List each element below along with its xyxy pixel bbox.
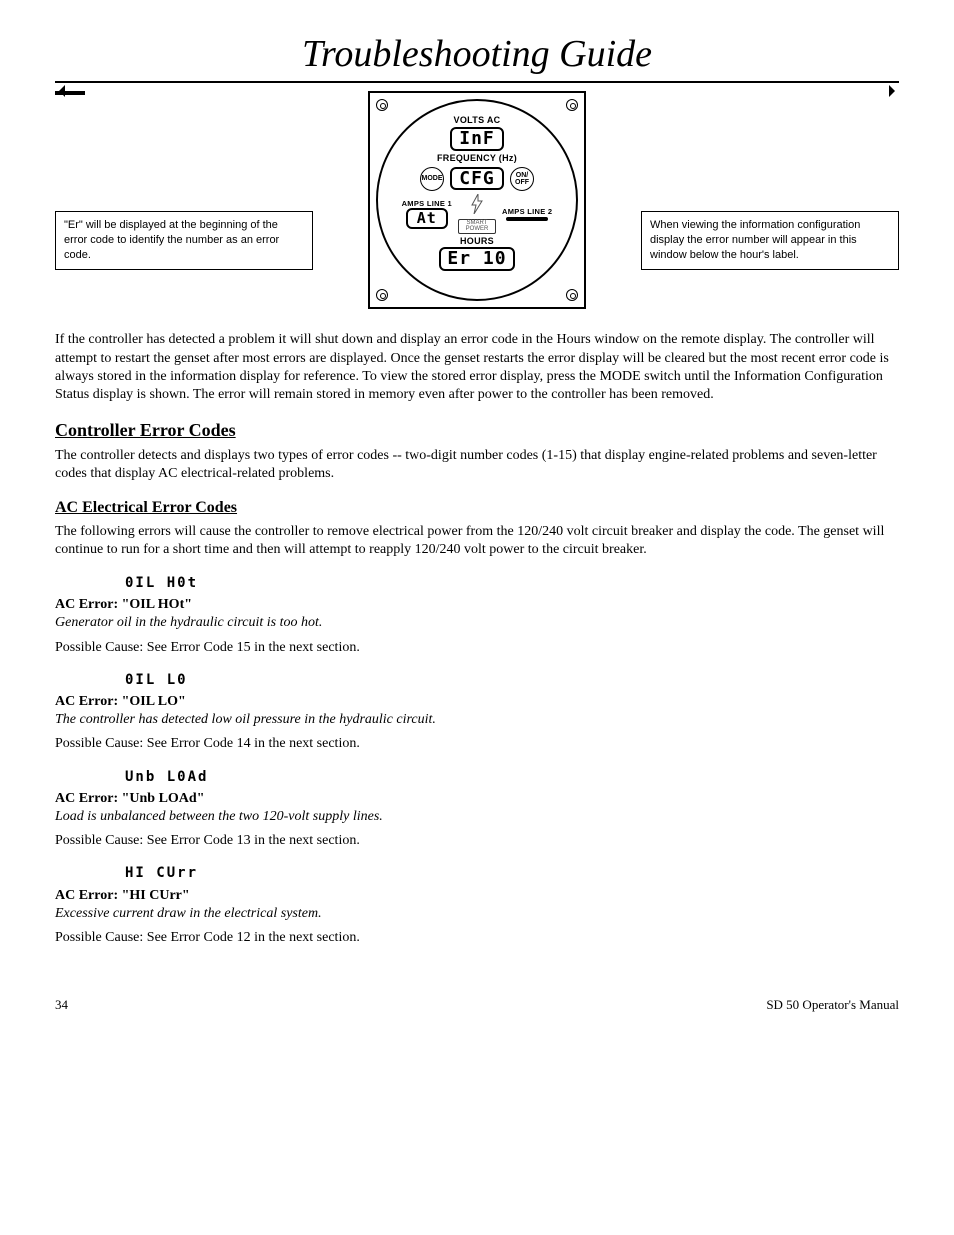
heading-controller-errors: Controller Error Codes [55, 419, 899, 442]
freq-label: FREQUENCY (Hz) [437, 153, 517, 165]
error-description: The controller has detected low oil pres… [55, 711, 899, 729]
callout-right: When viewing the information configurati… [641, 211, 899, 270]
amps1-label: AMPS LINE 1 [402, 199, 452, 209]
bolt-icon: SMART POWER [458, 194, 496, 234]
error-item: Unb L0Ad AC Error: "Unb LOAd"Load is unba… [55, 768, 899, 851]
amps2-label: AMPS LINE 2 [502, 207, 552, 217]
gauge-bezel: VOLTS AC InF FREQUENCY (Hz) MODE CFG ON/… [368, 91, 586, 309]
volts-display: InF [450, 127, 504, 151]
error-cause: Possible Cause: See Error Code 13 in the… [55, 832, 899, 850]
error-title: AC Error: "OIL LO" [55, 693, 899, 711]
error-glyph: 0IL L0 [125, 671, 899, 689]
error-title: AC Error: "OIL HOt" [55, 596, 899, 614]
intro-para-3: The following errors will cause the cont… [55, 523, 899, 559]
intro-para-2: The controller detects and displays two … [55, 447, 899, 483]
page-number: 34 [55, 997, 68, 1014]
error-description: Excessive current draw in the electrical… [55, 905, 899, 923]
page-footer: 34 SD 50 Operator's Manual [55, 997, 899, 1015]
title-rule [55, 81, 899, 83]
mode-button[interactable]: MODE [420, 167, 444, 191]
freq-display: CFG [450, 167, 504, 191]
errors-list: 0IL H0t AC Error: "OIL HOt"Generator oil … [55, 574, 899, 947]
error-title: AC Error: "Unb LOAd" [55, 790, 899, 808]
error-cause: Possible Cause: See Error Code 12 in the… [55, 929, 899, 947]
brand-badge: SMART POWER [458, 219, 496, 234]
error-description: Load is unbalanced between the two 120-v… [55, 808, 899, 826]
onoff-button[interactable]: ON/ OFF [510, 167, 534, 191]
error-item: HI CUrr AC Error: "HI CUrr"Excessive curr… [55, 864, 899, 947]
error-cause: Possible Cause: See Error Code 14 in the… [55, 735, 899, 753]
gauge-section: VOLTS AC InF FREQUENCY (Hz) MODE CFG ON/… [55, 91, 899, 321]
error-title: AC Error: "HI CUrr" [55, 887, 899, 905]
gauge: VOLTS AC InF FREQUENCY (Hz) MODE CFG ON/… [368, 91, 586, 309]
gauge-dial: VOLTS AC InF FREQUENCY (Hz) MODE CFG ON/… [376, 99, 578, 301]
amps2-display [506, 217, 548, 221]
error-description: Generator oil in the hydraulic circuit i… [55, 614, 899, 632]
intro-para-1: If the controller has detected a problem… [55, 331, 899, 404]
error-cause: Possible Cause: See Error Code 15 in the… [55, 639, 899, 657]
heading-ac-errors: AC Electrical Error Codes [55, 498, 899, 519]
hours-display: Er 10 [439, 247, 515, 271]
body-text: If the controller has detected a problem… [55, 331, 899, 947]
amps1-display: At [406, 208, 448, 229]
hours-label: HOURS [460, 236, 494, 248]
error-glyph: 0IL H0t [125, 574, 899, 592]
error-glyph: HI CUrr [125, 864, 899, 882]
error-glyph: Unb L0Ad [125, 768, 899, 786]
footer-doc-title: SD 50 Operator's Manual [766, 997, 899, 1014]
error-item: 0IL L0 AC Error: "OIL LO"The controller h… [55, 671, 899, 754]
page-title: Troubleshooting Guide [55, 30, 899, 79]
arrow-right-icon [55, 93, 85, 95]
volts-label: VOLTS AC [454, 115, 501, 127]
callout-left: "Er" will be displayed at the beginning … [55, 211, 313, 270]
error-item: 0IL H0t AC Error: "OIL HOt"Generator oil … [55, 574, 899, 657]
